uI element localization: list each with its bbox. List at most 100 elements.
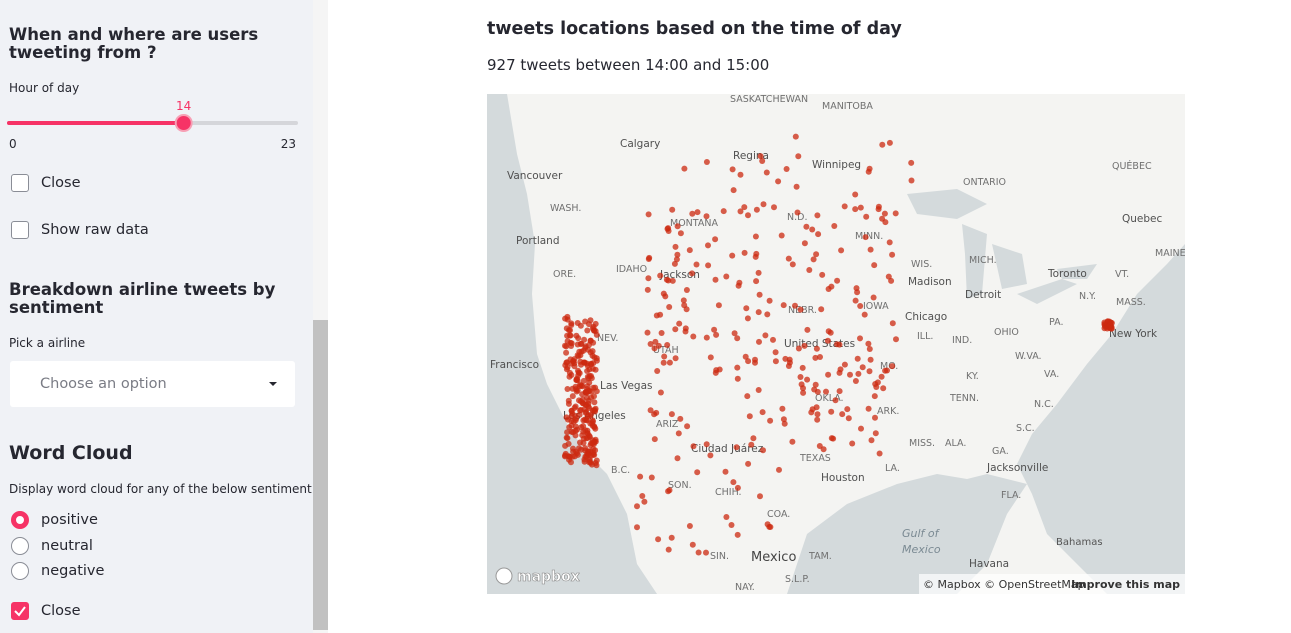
radio-button[interactable]: [11, 511, 29, 529]
slider[interactable]: 14 0 23: [0, 95, 313, 155]
dropdown-arrow[interactable]: [268, 381, 278, 387]
radio-option[interactable]: positive: [41, 512, 98, 528]
tweet-point: [669, 277, 676, 284]
tweet-point: [658, 330, 665, 336]
tweet-point: [581, 336, 588, 343]
tweet-point: [767, 417, 774, 424]
select-box[interactable]: Choose an option: [10, 361, 295, 407]
map-label: MAINE: [1155, 248, 1185, 259]
map-label: Las Vegas: [600, 380, 653, 392]
tweet-point: [585, 451, 592, 458]
improve-link[interactable]: Improve this map: [1071, 578, 1180, 591]
tweet-point: [741, 249, 748, 256]
tweet-point: [795, 153, 802, 160]
tweet-point: [707, 354, 714, 361]
tweet-point: [752, 253, 759, 260]
tweet-point: [852, 191, 859, 198]
tweet-point: [793, 183, 800, 190]
tweet-point: [759, 409, 766, 416]
map-label: N.C.: [1034, 399, 1054, 410]
tweet-point: [569, 393, 576, 400]
scrollbar-thumb[interactable]: [313, 320, 328, 630]
tweet-point: [695, 549, 702, 556]
radio-option[interactable]: negative: [41, 563, 105, 579]
map-label: IDAHO: [616, 264, 647, 275]
tweet-point: [712, 236, 719, 243]
map-label: TEXAS: [799, 453, 831, 464]
tweet-point: [814, 411, 821, 418]
tweet-point: [806, 267, 813, 273]
tweet-point: [689, 270, 695, 277]
tweet-point: [564, 364, 571, 371]
logo-text[interactable]: mapbox: [517, 569, 580, 586]
tweet-point: [728, 522, 735, 528]
tweet-point: [705, 262, 712, 269]
tweet-point: [785, 255, 792, 262]
map-label: MINN.: [855, 231, 883, 242]
tweet-point: [866, 368, 873, 375]
radio-option[interactable]: neutral: [41, 537, 93, 554]
tweet-point: [876, 450, 883, 457]
tweet-point: [564, 332, 571, 339]
tweet-point: [654, 368, 661, 374]
map-label: MISS.: [909, 438, 935, 449]
map-label: ILL.: [917, 331, 933, 342]
attribution[interactable]: © Mapbox © OpenStreetMap: [923, 578, 1085, 591]
tweet-point: [759, 158, 766, 164]
map-label: VA.: [1044, 369, 1059, 380]
tweet-point: [673, 256, 680, 263]
tweet-point: [592, 320, 599, 327]
tweet-point: [755, 269, 762, 276]
checkbox[interactable]: [11, 221, 29, 239]
logo-icon[interactable]: [495, 567, 513, 585]
checkbox-label[interactable]: Close: [41, 603, 81, 619]
attribution-bg: [919, 574, 1185, 594]
tweet-point: [703, 441, 710, 448]
tweet-point: [669, 206, 676, 213]
map-label: ARIZ: [656, 419, 679, 430]
tweet-point: [871, 262, 878, 269]
map-label: Toronto: [1047, 268, 1087, 280]
tweet-point: [562, 342, 568, 349]
tweet-point: [854, 289, 861, 296]
tweet-point: [577, 407, 583, 414]
tweet-point: [844, 406, 851, 413]
tweet-point: [828, 408, 835, 415]
tweet-point: [590, 418, 596, 425]
map[interactable]: SASKATCHEWANMANITOBACalgaryReginaWinnipe…: [487, 94, 1185, 594]
checkbox[interactable]: [11, 174, 29, 192]
great-lakes: [907, 189, 1097, 304]
tweet-point: [841, 203, 848, 210]
checkbox-label[interactable]: Show raw data: [41, 222, 149, 238]
gulf-of-mexico: [787, 474, 1027, 594]
tweet-point: [589, 325, 596, 332]
select-placeholder[interactable]: Choose an option: [40, 376, 167, 392]
tweet-point: [892, 210, 899, 217]
tweet-point: [816, 443, 823, 449]
slider-thumb[interactable]: [174, 114, 193, 132]
tweet-point: [760, 447, 766, 454]
tweet-point: [889, 320, 896, 327]
mapbox-logo[interactable]: mapbox: [495, 567, 580, 586]
tweet-point: [767, 524, 774, 530]
map-label: SON.: [668, 480, 692, 491]
checkbox-label[interactable]: Close: [41, 175, 81, 191]
select-label: Pick a airline: [9, 336, 86, 350]
radio-button[interactable]: [11, 562, 29, 580]
tweet-point: [651, 345, 658, 352]
tweet-point: [584, 373, 591, 380]
tweet-point: [582, 389, 589, 395]
radio-button[interactable]: [11, 536, 29, 555]
tweet-point: [648, 474, 655, 481]
tweet-point: [831, 223, 838, 229]
check-mark[interactable]: [12, 603, 28, 619]
map-label: Quebec: [1122, 213, 1163, 225]
tweet-point: [813, 251, 820, 258]
tweet-point: [798, 381, 805, 388]
checkbox[interactable]: [11, 602, 29, 620]
tweet-point: [746, 413, 753, 420]
map-label: Ciudad Juárez: [691, 443, 764, 455]
tweet-point: [711, 326, 718, 333]
map-label: PA.: [1049, 317, 1063, 328]
tweet-point: [581, 406, 588, 413]
